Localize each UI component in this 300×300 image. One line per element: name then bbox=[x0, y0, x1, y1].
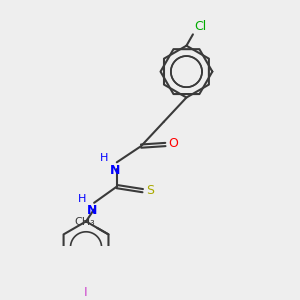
Text: CH₃: CH₃ bbox=[75, 217, 95, 227]
Text: Cl: Cl bbox=[194, 20, 207, 33]
Text: I: I bbox=[84, 286, 88, 299]
Text: O: O bbox=[169, 137, 178, 150]
Text: H: H bbox=[100, 153, 109, 163]
Text: N: N bbox=[87, 204, 98, 218]
Text: H: H bbox=[78, 194, 86, 204]
Text: N: N bbox=[110, 164, 120, 177]
Text: S: S bbox=[146, 184, 154, 197]
